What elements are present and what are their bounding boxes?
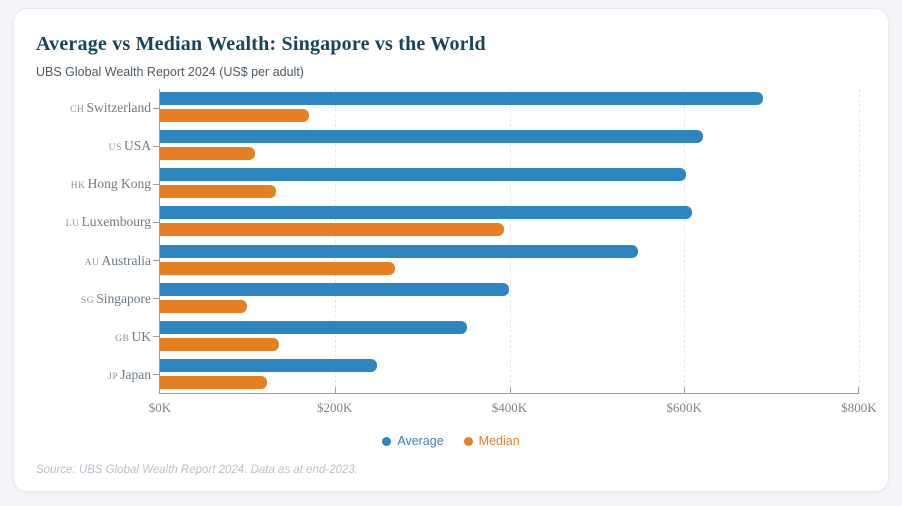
- country-name: UK: [131, 328, 152, 344]
- average-bar: [160, 320, 467, 334]
- country-code: JP: [108, 371, 119, 382]
- average-bar: [160, 168, 686, 182]
- median-legend-dot: [463, 436, 473, 446]
- average-bar: [160, 358, 377, 372]
- plot-area: $0K $200K $400K $600K $800K CH Switzerland US US…: [66, 89, 877, 415]
- gridline: [334, 89, 336, 393]
- chart-row: JP Japan: [108, 356, 859, 394]
- average-bar: [160, 244, 638, 258]
- country-name: USA: [123, 138, 151, 154]
- median-bar: [160, 375, 268, 389]
- average-legend-label: Average: [397, 434, 444, 448]
- y-axis-tick: [153, 298, 160, 300]
- country-code: LU: [65, 219, 80, 230]
- country-name: Singapore: [96, 290, 151, 306]
- median-bar: [160, 147, 256, 161]
- chart-row: HK Hong Kong: [71, 165, 859, 203]
- chart-row: LU Luxembourg: [66, 203, 859, 241]
- median-bar: [160, 185, 277, 199]
- category-label: CH Switzerland: [70, 100, 151, 116]
- country-name: Switzerland: [86, 100, 151, 115]
- category-label: GB UK: [115, 329, 151, 345]
- x-tick-label: $0K: [148, 400, 172, 415]
- chart-legend: Average Median: [14, 434, 888, 448]
- page-subtitle: UBS Global Wealth Report 2024 (US$ per a…: [36, 65, 304, 79]
- legend-item-average[interactable]: Average: [382, 434, 444, 448]
- page-title: Average vs Median Wealth: Singapore vs t…: [36, 33, 486, 55]
- chart-card: Average vs Median Wealth: Singapore vs t…: [13, 8, 889, 492]
- x-axis-tick: [334, 387, 336, 393]
- country-name: Japan: [120, 366, 151, 382]
- x-tick-label: $600K: [666, 400, 702, 415]
- median-bar: [160, 337, 279, 351]
- country-name: Hong Kong: [87, 176, 151, 192]
- category-label: SG Singapore: [81, 291, 151, 307]
- gridline: [859, 89, 860, 393]
- category-label: HK Hong Kong: [71, 176, 151, 192]
- country-code: US: [108, 143, 122, 154]
- category-label: LU Luxembourg: [66, 214, 151, 230]
- source-note: Source: UBS Global Wealth Report 2024. D…: [36, 464, 358, 476]
- country-code: CH: [70, 105, 85, 115]
- median-bar: [160, 109, 310, 122]
- category-label: US USA: [109, 138, 151, 154]
- chart-row: GB UK: [115, 318, 859, 356]
- median-legend-label: Median: [478, 434, 520, 448]
- x-axis-tick: [509, 387, 511, 393]
- x-axis-tick: [684, 387, 686, 393]
- average-bar: [160, 130, 704, 144]
- country-code: SG: [80, 295, 95, 306]
- country-code: GB: [115, 333, 130, 344]
- x-tick-label: $400K: [491, 400, 528, 415]
- category-label: JP Japan: [108, 367, 151, 383]
- average-bar: [160, 92, 763, 105]
- y-axis-tick: [153, 221, 160, 223]
- gridline: [684, 89, 686, 393]
- y-axis-tick: [153, 260, 160, 261]
- y-axis-tick: [153, 374, 160, 376]
- average-legend-dot: [382, 436, 392, 446]
- gridline: [509, 89, 511, 393]
- median-bar: [160, 223, 505, 237]
- chart-row: AU Australia: [85, 242, 859, 280]
- country-code: HK: [70, 181, 86, 192]
- chart-row: US USA: [109, 127, 859, 165]
- y-axis-tick: [153, 183, 160, 185]
- category-label: AU Australia: [85, 253, 151, 269]
- y-axis-tick: [153, 336, 160, 338]
- median-bar: [160, 261, 396, 275]
- chart-row: SG Singapore: [81, 280, 859, 318]
- average-bar: [160, 206, 693, 220]
- x-tick-label: $200K: [317, 400, 353, 415]
- average-bar: [160, 282, 509, 296]
- y-axis-tick: [153, 145, 160, 147]
- legend-item-median[interactable]: Median: [463, 434, 520, 448]
- x-axis-tick: [858, 387, 859, 393]
- median-bar: [160, 299, 247, 313]
- plot-box: $0K $200K $400K $600K $800K CH Switzerland US US…: [66, 89, 877, 415]
- country-code: AU: [84, 257, 100, 268]
- y-axis-tick: [153, 107, 160, 109]
- x-tick-label: $800K: [841, 400, 877, 415]
- chart-row: CH Switzerland: [70, 89, 859, 127]
- country-name: Luxembourg: [81, 214, 152, 230]
- country-name: Australia: [101, 252, 152, 268]
